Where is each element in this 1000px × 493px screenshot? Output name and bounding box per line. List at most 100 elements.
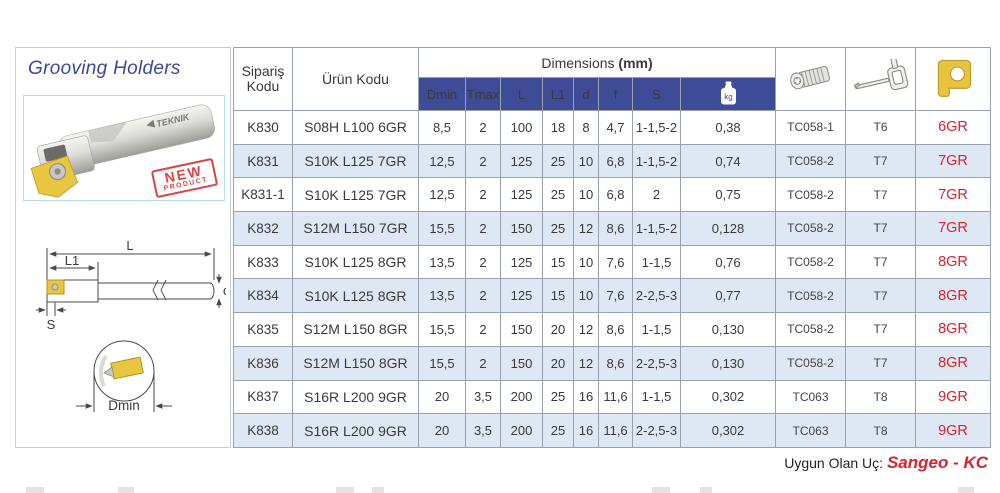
cell-s: 2-2,5-3 (632, 278, 681, 314)
cell-l1: 25 (542, 177, 574, 213)
cell-s: 1-1,5 (632, 379, 681, 415)
cell-f: 7,6 (598, 244, 633, 280)
tool-photo-illustration: TEKNIK (30, 104, 215, 198)
dim-label-S: S (47, 317, 56, 332)
cell-l: 125 (500, 177, 543, 213)
dim-label-L1: L1 (65, 253, 79, 268)
cell-l1: 15 (542, 244, 574, 280)
cell-dmin: 15,5 (418, 211, 466, 246)
subheader-d: d (573, 77, 599, 111)
table-row: K831-1 S10K L125 7GR 12,5 2 125 25 10 6,… (233, 177, 992, 213)
cell-d: 16 (573, 413, 599, 448)
cell-order-code: K832 (233, 211, 293, 246)
cell-insert-code: 7GR (915, 177, 992, 213)
cell-order-code: K836 (233, 345, 293, 381)
table-row: K835 S12M L150 8GR 15,5 2 150 20 12 8,6 … (233, 312, 992, 347)
cell-weight: 0,302 (679, 379, 777, 415)
cell-weight: 0,74 (679, 143, 777, 179)
cell-weight: 0,38 (679, 110, 777, 145)
cell-screw-code: TC058-2 (775, 177, 847, 213)
cell-weight: 0,130 (679, 345, 777, 381)
cell-tmax: 2 (465, 345, 501, 381)
subheader-tmax: Tmax (465, 77, 501, 111)
cell-insert-code: 8GR (915, 244, 992, 280)
cell-s: 2-2,5-3 (632, 345, 681, 381)
table-row: K831 S10K L125 7GR 12,5 2 125 25 10 6,8 … (233, 143, 992, 179)
cell-key-code: T8 (845, 379, 917, 415)
cell-insert-code: 8GR (915, 312, 992, 347)
cell-order-code: K834 (233, 278, 293, 314)
cell-key-code: T7 (845, 312, 917, 347)
cell-order-code: K837 (233, 379, 293, 415)
cell-order-code: K833 (233, 244, 293, 280)
cell-dmin: 15,5 (418, 345, 466, 381)
cell-dmin: 12,5 (418, 143, 466, 179)
left-panel: Grooving Holders (15, 47, 231, 448)
cell-l1: 18 (542, 110, 574, 145)
torx-key-icon (853, 57, 908, 90)
cell-s: 2 (632, 177, 681, 213)
cell-l: 125 (500, 244, 543, 280)
cell-insert-code: 9GR (915, 413, 992, 448)
subheader-l1: L1 (542, 77, 574, 111)
cell-weight: 0,130 (679, 312, 777, 347)
cell-weight: 0,75 (679, 177, 777, 213)
cell-tmax: 2 (465, 177, 501, 213)
cell-product-code: S08H L100 6GR (292, 110, 419, 145)
cutoff-thumbnails-strip (0, 486, 1000, 493)
cell-f: 8,6 (598, 312, 633, 347)
subheader-f: f (598, 77, 633, 111)
weight-kg-icon: kg (720, 81, 736, 104)
cell-d: 12 (573, 345, 599, 381)
cell-f: 7,6 (598, 278, 633, 314)
cell-screw-code: TC058-2 (775, 211, 847, 246)
cell-l: 150 (500, 312, 543, 347)
cell-product-code: S12M L150 8GR (292, 312, 419, 347)
cell-insert-code: 9GR (915, 379, 992, 415)
cell-product-code: S10K L125 7GR (292, 177, 419, 213)
cell-weight: 0,77 (679, 278, 777, 314)
cell-key-code: T7 (845, 345, 917, 381)
cell-screw-code: TC058-2 (775, 345, 847, 381)
header-product-code: Ürün Kodu (292, 47, 419, 111)
dim-label-Dmin: Dmin (108, 398, 140, 413)
footer-brand-value: Sangeo - KC (886, 453, 988, 472)
table-row: K837 S16R L200 9GR 20 3,5 200 25 16 11,6… (233, 379, 992, 415)
cell-insert-code: 6GR (915, 110, 992, 145)
cell-product-code: S16R L200 9GR (292, 413, 419, 448)
cell-screw-code: TC058-2 (775, 143, 847, 179)
cell-product-code: S12M L150 8GR (292, 345, 419, 381)
cell-key-code: T7 (845, 244, 917, 280)
cell-d: 10 (573, 143, 599, 179)
clamp-screw-icon (789, 65, 830, 89)
cell-s: 1-1,5-2 (632, 211, 681, 246)
cell-d: 12 (573, 312, 599, 347)
cell-l1: 20 (542, 312, 574, 347)
table-row: K830 S08H L100 6GR 8,5 2 100 18 8 4,7 1-… (233, 110, 992, 145)
cell-l: 200 (500, 379, 543, 415)
dimensions-unit: (mm) (618, 54, 653, 71)
cell-s: 1-1,5 (632, 244, 681, 280)
cell-f: 8,6 (598, 345, 633, 381)
cell-key-code: T7 (845, 278, 917, 314)
subheader-dmin: Dmin (418, 77, 466, 111)
cell-key-code: T6 (845, 110, 917, 145)
cell-dmin: 13,5 (418, 244, 466, 280)
cell-screw-code: TC058-2 (775, 312, 847, 347)
cell-l1: 25 (542, 379, 574, 415)
cell-l1: 25 (542, 211, 574, 246)
cell-l1: 20 (542, 345, 574, 381)
cell-weight: 0,302 (679, 413, 777, 448)
table-row: K833 S10K L125 8GR 13,5 2 125 15 10 7,6 … (233, 244, 992, 280)
cell-d: 10 (573, 177, 599, 213)
cell-l1: 15 (542, 278, 574, 314)
subheader-weight: kg (679, 77, 777, 111)
cell-dmin: 8,5 (418, 110, 466, 145)
cell-dmin: 20 (418, 379, 466, 415)
cell-d: 16 (573, 379, 599, 415)
cell-product-code: S12M L150 7GR (292, 211, 419, 246)
cell-f: 6,8 (598, 177, 633, 213)
cell-s: 1-1,5 (632, 312, 681, 347)
cell-tmax: 2 (465, 211, 501, 246)
